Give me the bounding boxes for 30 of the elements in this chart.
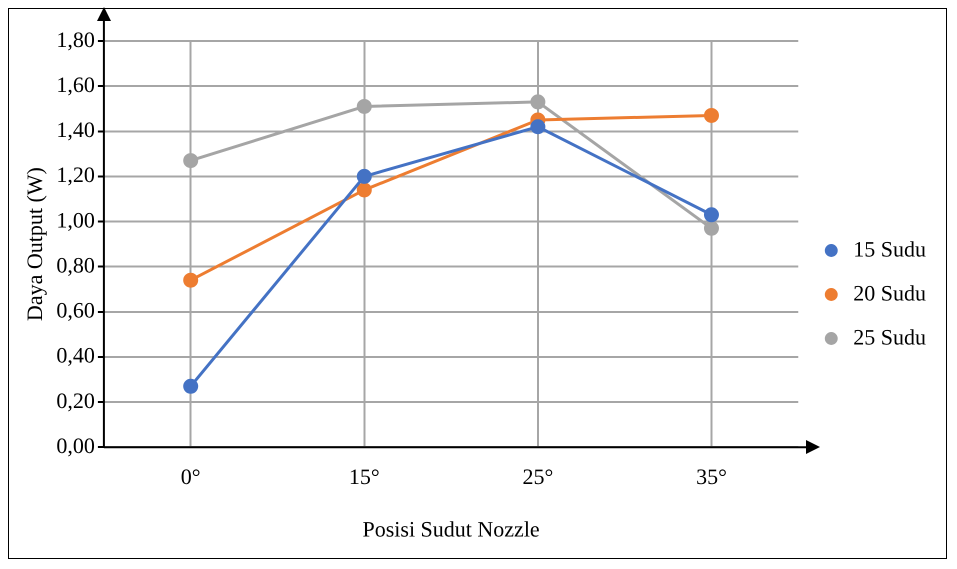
point: [183, 378, 198, 394]
x-axis-title: Posisi Sudut Nozzle: [362, 516, 540, 542]
point: [530, 94, 546, 110]
y-tick-label: 0,00: [56, 432, 95, 458]
x-tick-label: 25°: [522, 464, 554, 490]
legend-label: 15 Sudu: [853, 236, 926, 262]
y-tick-label: 1,80: [56, 26, 95, 52]
y-axis-title: Daya Output (W): [22, 167, 47, 322]
y-tick-label: 1,60: [56, 72, 95, 97]
point: [183, 153, 198, 168]
y-tick-label: 1,00: [56, 207, 95, 232]
x-tick-label: 15°: [348, 464, 380, 490]
x-tick-label: 0°: [180, 464, 201, 490]
y-tick-label: 0,60: [56, 298, 95, 323]
point: [530, 119, 546, 134]
x-tick-label: 35°: [696, 464, 727, 490]
point: [356, 168, 372, 184]
y-tick-label: 0,40: [56, 342, 95, 368]
y-tick-label: 1,20: [56, 162, 95, 188]
point: [704, 108, 719, 123]
y-tick-label: 0,20: [56, 388, 95, 413]
point: [356, 98, 372, 114]
y-tick-label: 0,80: [56, 252, 95, 278]
point: [704, 207, 719, 222]
y-tick-label: 1,40: [56, 117, 95, 142]
point: [356, 182, 372, 198]
legend-label: 25 Sudu: [853, 324, 926, 350]
legend-label: 20 Sudu: [853, 280, 926, 306]
point: [704, 220, 719, 236]
point: [183, 272, 198, 288]
